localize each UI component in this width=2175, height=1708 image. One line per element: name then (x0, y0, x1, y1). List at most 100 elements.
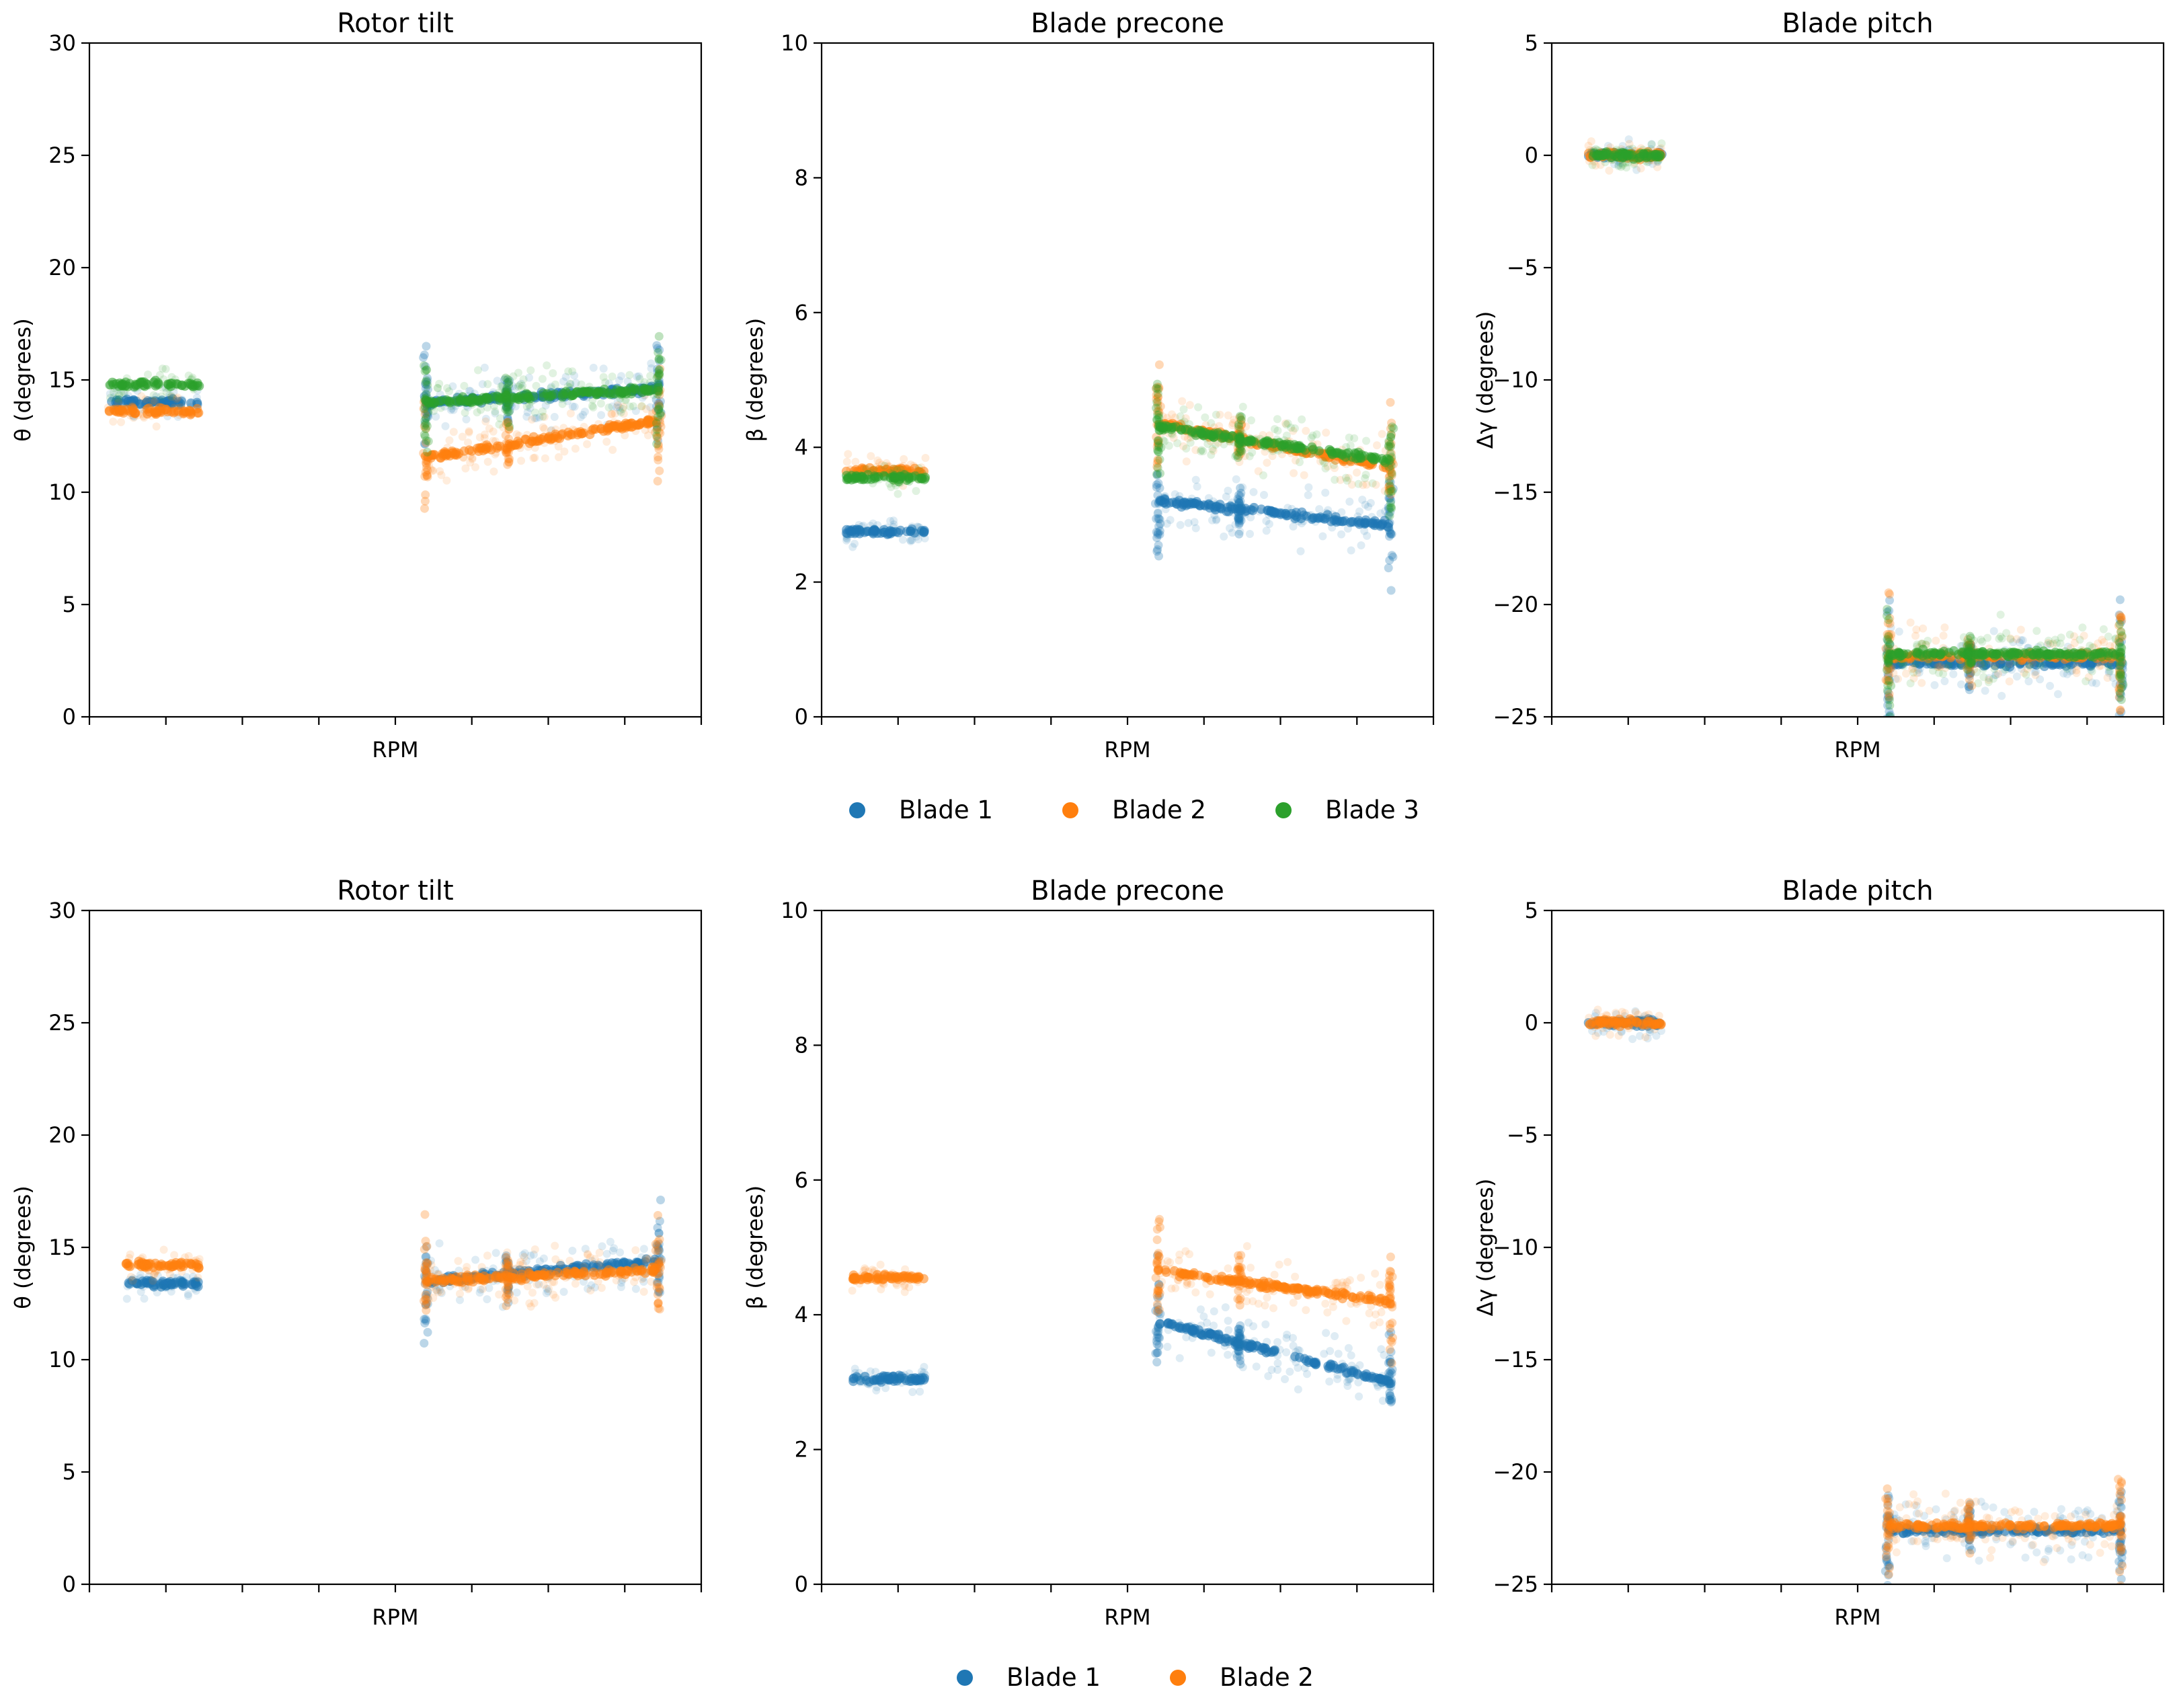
data-point (1154, 360, 1164, 369)
y-tick-label: 0 (63, 1571, 76, 1597)
data-point (1234, 518, 1244, 528)
data-point (152, 392, 161, 401)
data-point (543, 1274, 552, 1283)
data-point (423, 1259, 432, 1269)
data-point (1909, 652, 1918, 660)
data-point (867, 452, 875, 461)
data-point (1153, 469, 1162, 479)
data-point (1957, 661, 1965, 670)
data-point (437, 471, 446, 479)
data-point (503, 375, 512, 384)
data-point (652, 373, 662, 383)
data-point (454, 1276, 463, 1284)
data-point (1911, 660, 1920, 668)
data-point (504, 1282, 513, 1292)
data-point (523, 408, 532, 416)
data-point (504, 1261, 514, 1271)
data-point (158, 383, 167, 392)
data-point (423, 1258, 432, 1268)
data-point (637, 402, 646, 411)
data-point (503, 398, 512, 407)
data-point (443, 443, 452, 452)
data-point (1965, 669, 1975, 678)
data-point (500, 375, 510, 385)
data-point (1326, 1360, 1336, 1370)
data-point (1886, 710, 1895, 717)
data-point (426, 465, 435, 473)
data-point (494, 389, 503, 397)
data-point (420, 401, 430, 411)
data-point (532, 1280, 541, 1289)
data-point (194, 1265, 203, 1274)
data-point (120, 389, 129, 397)
data-point (512, 394, 522, 403)
data-point (1324, 506, 1333, 514)
data-point (1159, 494, 1168, 502)
data-point (422, 458, 430, 467)
data-point (652, 431, 662, 440)
data-point (571, 388, 581, 398)
data-point (504, 418, 513, 427)
data-point (1360, 527, 1369, 535)
data-point (654, 387, 664, 397)
data-point (549, 369, 557, 377)
data-point (1154, 541, 1163, 550)
data-point (656, 397, 665, 406)
data-point (855, 473, 864, 481)
data-point (883, 461, 892, 470)
data-point (1250, 435, 1259, 444)
data-point (448, 382, 457, 391)
data-point (654, 348, 663, 357)
data-point (504, 1284, 512, 1293)
data-point (608, 410, 617, 418)
data-point (1930, 681, 1939, 689)
data-point (582, 428, 590, 437)
data-point (1883, 695, 1892, 704)
data-point (1386, 487, 1396, 496)
data-point (1294, 517, 1303, 526)
data-point (651, 1256, 660, 1264)
data-point (1152, 459, 1162, 468)
data-point (641, 1254, 651, 1264)
data-point (1386, 424, 1395, 433)
data-point (1234, 520, 1244, 529)
data-point (885, 469, 894, 477)
data-point (1181, 500, 1191, 510)
data-point (193, 1260, 203, 1270)
data-point (173, 404, 182, 413)
data-point (495, 1290, 504, 1299)
data-point (465, 1284, 473, 1292)
data-point (551, 434, 560, 442)
data-point (643, 416, 654, 426)
data-point (476, 1285, 485, 1294)
data-point (2088, 667, 2096, 676)
data-point (438, 1278, 448, 1287)
data-point (496, 1268, 505, 1277)
data-point (1634, 153, 1644, 163)
data-point (1152, 397, 1162, 407)
data-point (505, 422, 514, 432)
data-point (652, 439, 662, 449)
data-point (130, 1280, 139, 1288)
data-point (504, 424, 514, 434)
data-point (1281, 419, 1290, 428)
data-point (510, 384, 519, 393)
data-point (1238, 483, 1247, 492)
data-point (1353, 512, 1362, 520)
data-point (653, 385, 663, 395)
data-point (1967, 681, 1977, 691)
data-point (642, 405, 651, 414)
data-point (111, 407, 120, 416)
data-point (151, 410, 161, 419)
data-point (1261, 436, 1270, 444)
data-point (1273, 1351, 1282, 1360)
data-point (1897, 658, 1905, 667)
data-point (2001, 659, 2010, 668)
data-point (420, 496, 430, 506)
data-point (1221, 1303, 1230, 1312)
data-point (1234, 498, 1244, 508)
data-point (422, 1274, 430, 1282)
data-point (422, 1242, 431, 1251)
data-point (1963, 662, 1973, 671)
data-point (479, 441, 488, 450)
